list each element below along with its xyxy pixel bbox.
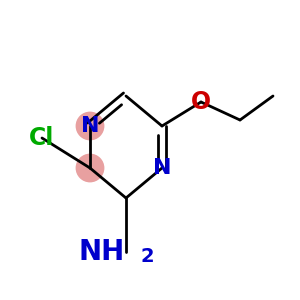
Text: Cl: Cl bbox=[29, 126, 55, 150]
Text: 2: 2 bbox=[140, 247, 154, 266]
Circle shape bbox=[76, 112, 104, 140]
Circle shape bbox=[76, 154, 104, 182]
Text: O: O bbox=[191, 90, 211, 114]
Text: N: N bbox=[81, 116, 99, 136]
Text: NH: NH bbox=[78, 238, 124, 266]
Text: N: N bbox=[153, 158, 171, 178]
